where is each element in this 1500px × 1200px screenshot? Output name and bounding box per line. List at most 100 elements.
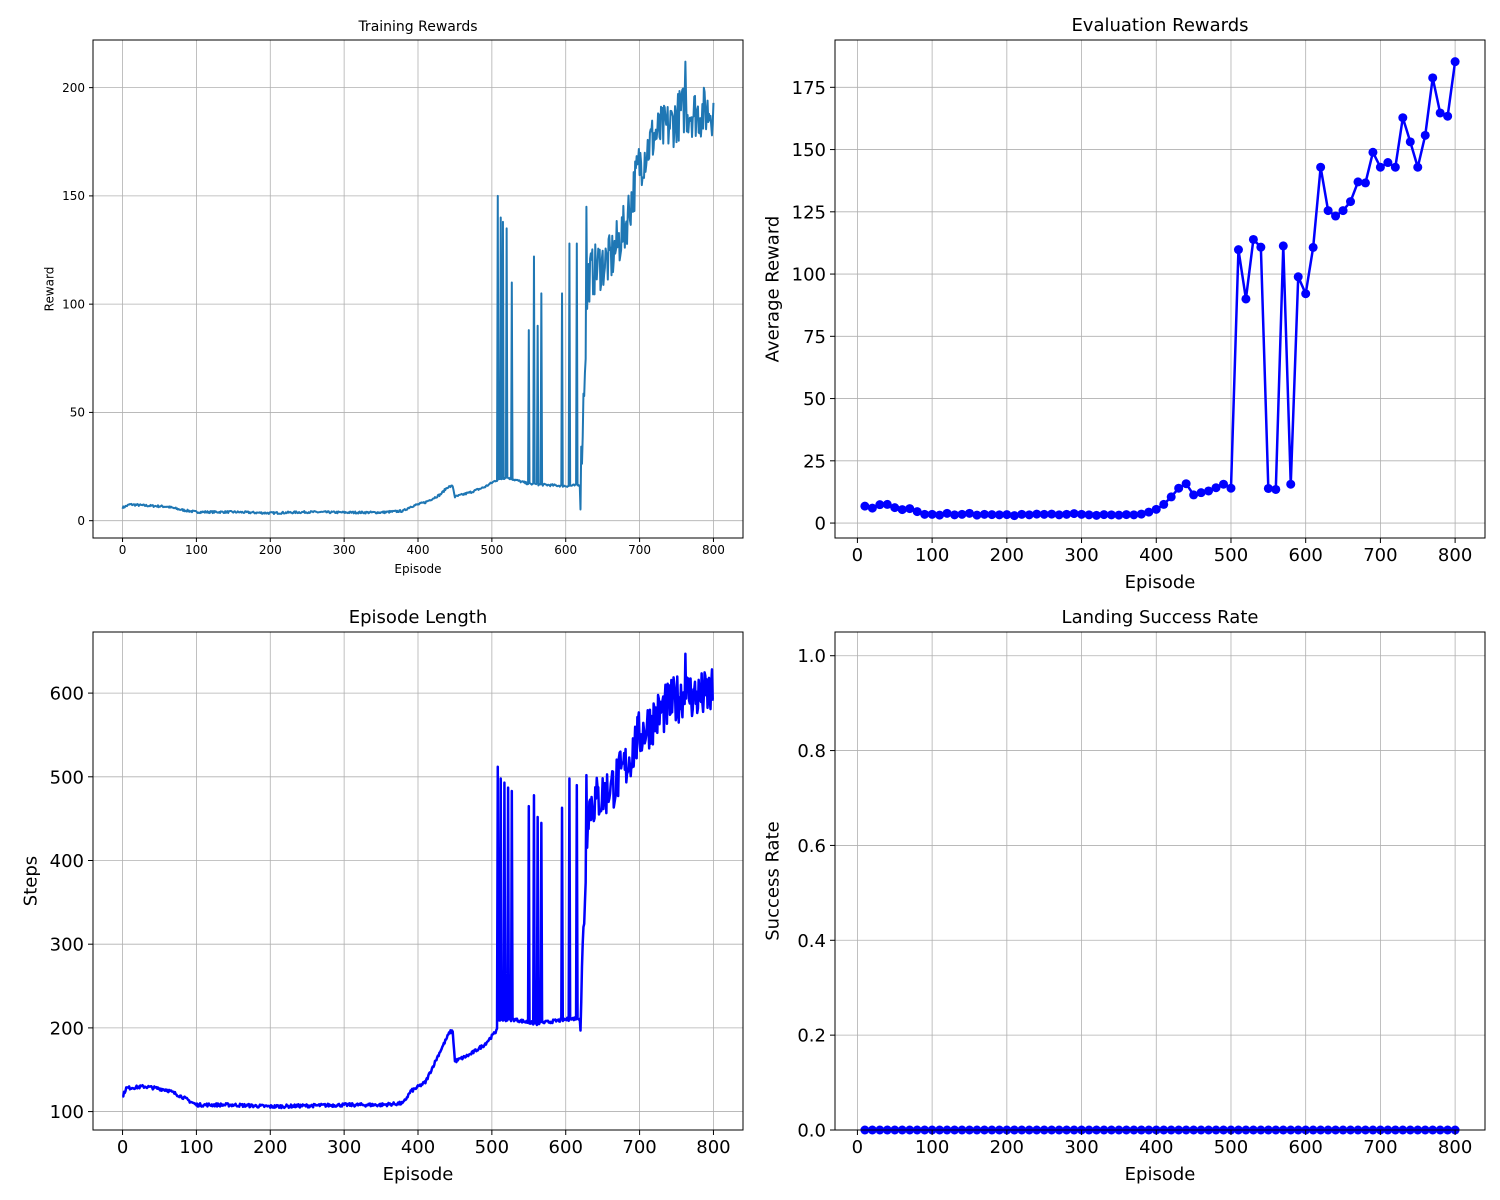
data-point	[920, 509, 930, 519]
data-point	[1301, 289, 1311, 299]
x-tick-label: 100	[915, 1137, 949, 1158]
chart-panel-1: 0 100 200 300 400 500 600 700 800 0 50 100 150 200 Tra…	[43, 19, 744, 576]
data-point	[1368, 147, 1378, 157]
series-group	[121, 652, 714, 1110]
y-tick-label: 175	[792, 78, 826, 99]
data-point	[1293, 272, 1303, 282]
data-point	[942, 508, 952, 518]
data-point	[1002, 510, 1012, 520]
data-point	[1211, 483, 1221, 493]
data-point	[1069, 509, 1079, 519]
data-point	[1398, 113, 1408, 123]
data-point	[1106, 510, 1116, 520]
data-point	[912, 507, 922, 517]
chart-title: Landing Success Rate	[1062, 607, 1259, 628]
y-axis-label: Average Reward	[763, 216, 784, 363]
y-tick-label: 50	[70, 406, 85, 420]
data-point	[1084, 510, 1094, 520]
y-tick-label: 0.8	[797, 741, 826, 762]
y-axis-label: Steps	[21, 856, 42, 906]
x-tick-label: 700	[622, 1137, 656, 1158]
data-point	[1443, 111, 1453, 121]
y-tick-label: 600	[50, 684, 84, 705]
axes-frame	[834, 631, 1486, 1131]
x-axis-label: Episode	[1125, 1164, 1196, 1185]
x-tick-label: 300	[327, 1137, 361, 1158]
data-point	[897, 505, 907, 515]
data-point	[1226, 483, 1236, 493]
data-point	[979, 509, 989, 519]
y-tick-label: 125	[792, 202, 826, 223]
data-point	[1241, 294, 1251, 304]
data-point	[1121, 510, 1131, 520]
y-tick-label: 0.0	[797, 1120, 826, 1141]
data-point	[1248, 234, 1258, 244]
data-point	[1390, 162, 1400, 172]
x-tick-label: 700	[1363, 545, 1397, 566]
y-tick-label: 75	[803, 327, 826, 348]
series-group	[864, 61, 1457, 517]
series-line	[121, 652, 714, 1110]
data-point	[987, 510, 997, 520]
data-point	[875, 500, 885, 510]
y-tick-label: 400	[50, 851, 84, 872]
series-line	[121, 60, 715, 516]
data-point	[1062, 509, 1072, 519]
y-tick-label: 50	[803, 389, 826, 410]
data-point	[1263, 483, 1273, 493]
data-point	[927, 509, 937, 519]
data-point	[1196, 488, 1206, 498]
chart-title: Evaluation Rewards	[1071, 15, 1248, 36]
data-point	[882, 499, 892, 509]
y-tick-label: 200	[62, 81, 85, 95]
data-point	[1047, 509, 1057, 519]
y-tick-label: 25	[803, 451, 826, 472]
chart-title: Episode Length	[349, 607, 488, 628]
x-tick-label: 100	[915, 545, 949, 566]
x-tick-label: 400	[1139, 545, 1173, 566]
series-group	[121, 60, 715, 516]
data-point	[1129, 510, 1139, 520]
data-point	[1144, 507, 1154, 517]
data-point	[1420, 130, 1430, 140]
data-point	[1383, 158, 1393, 168]
data-point	[1375, 162, 1385, 172]
x-tick-label: 200	[990, 1137, 1024, 1158]
x-tick-label: 500	[1214, 1137, 1248, 1158]
axes-frame	[834, 39, 1486, 539]
y-tick-label: 150	[62, 189, 85, 203]
data-point	[1114, 510, 1124, 520]
x-tick-label: 600	[1289, 1137, 1323, 1158]
x-axis-label: Episode	[394, 562, 441, 576]
x-tick-label: 500	[480, 543, 503, 557]
x-tick-label: 200	[259, 543, 282, 557]
x-axis-label: Episode	[1125, 572, 1196, 593]
data-point	[1151, 504, 1161, 514]
data-point	[950, 510, 960, 520]
x-tick-label: 400	[1139, 1137, 1173, 1158]
y-tick-label: 0	[815, 514, 826, 535]
chart-title: Training Rewards	[357, 19, 477, 35]
data-point	[994, 510, 1004, 520]
data-point	[1308, 242, 1318, 252]
data-point	[1039, 509, 1049, 519]
x-tick-label: 800	[696, 1137, 730, 1158]
data-point	[1219, 479, 1229, 489]
y-tick-label: 0.4	[797, 931, 826, 952]
data-point	[1166, 492, 1176, 502]
data-point	[1181, 479, 1191, 489]
series-line	[864, 61, 1457, 517]
chart-panel-4: 0 100 200 300 400 500 600 700 800 0.0 0.2 0.4 0.6 0.8…	[763, 607, 1486, 1185]
x-tick-label: 300	[333, 543, 356, 557]
x-tick-label: 400	[407, 543, 430, 557]
data-point	[1338, 206, 1348, 216]
x-tick-label: 600	[549, 1137, 583, 1158]
y-tick-label: 300	[50, 935, 84, 956]
x-tick-label: 800	[702, 543, 725, 557]
data-point	[860, 501, 870, 511]
x-tick-label: 500	[1214, 545, 1248, 566]
data-point	[957, 509, 967, 519]
data-point	[1256, 242, 1266, 252]
chart-panel-3: 0 100 200 300 400 500 600 700 800 100 200 300 400 500…	[21, 607, 744, 1185]
